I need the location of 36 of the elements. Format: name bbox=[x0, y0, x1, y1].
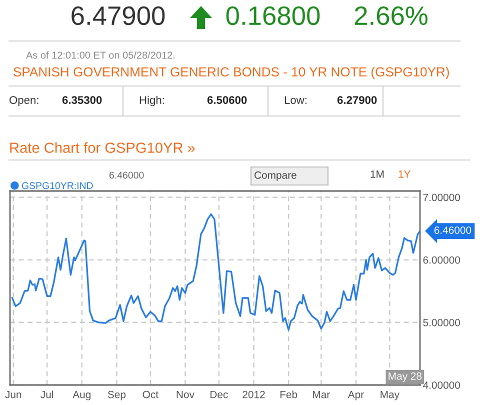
text: 1Y bbox=[398, 170, 411, 178]
legend-label: GSPG10YR:IND bbox=[22, 182, 93, 190]
x-tick-label: Jul bbox=[40, 390, 54, 398]
text: 2.66% bbox=[354, 6, 428, 26]
text: 6.35300 bbox=[62, 96, 102, 104]
chart-subtitle: Rate Chart for GSPG10YR » bbox=[10, 142, 195, 153]
x-tick-label: Feb bbox=[280, 390, 298, 398]
y-tick-label: 7.00000 bbox=[423, 194, 460, 202]
y-tick-label: 5.00000 bbox=[423, 318, 460, 326]
text: High: bbox=[140, 96, 164, 106]
x-tick-label: Mar bbox=[313, 390, 330, 398]
text: 6.50600 bbox=[207, 96, 247, 104]
x-tick-label: May bbox=[380, 390, 400, 400]
y-tick-label: 6.00000 bbox=[423, 256, 460, 264]
x-tick-label: Jun bbox=[5, 390, 22, 398]
x-tick-label: Aug bbox=[72, 390, 90, 400]
y-tick-label: 4.00000 bbox=[423, 382, 460, 389]
text: Low: bbox=[284, 96, 306, 104]
text: 0.16800 bbox=[226, 6, 320, 26]
text: As of 12:01:00 ET on 05/28/2012. bbox=[26, 51, 174, 59]
x-tick-label: Dec bbox=[210, 390, 228, 398]
text: 6.27900 bbox=[337, 96, 377, 104]
chart-title: SPANISH GOVERNMENT GENERIC BONDS - 10 YR NOTE (GSPG10YR) bbox=[14, 66, 449, 80]
annotation: May 28 bbox=[388, 372, 422, 382]
x-tick-label: Sep bbox=[108, 390, 126, 400]
x-tick-label: Nov bbox=[176, 390, 194, 398]
text: 6.47900 bbox=[72, 6, 165, 26]
text: 1M bbox=[370, 170, 384, 178]
x-tick-label: Oct bbox=[142, 390, 158, 398]
text: 6.46000 bbox=[109, 172, 144, 179]
line-series bbox=[11, 213, 420, 331]
text: Compare bbox=[254, 171, 296, 181]
annotation: 6.46000 bbox=[434, 226, 472, 234]
x-tick-label: 2012 bbox=[242, 390, 265, 398]
x-tick-label: Apr bbox=[348, 390, 364, 400]
text: Open: bbox=[10, 96, 38, 106]
